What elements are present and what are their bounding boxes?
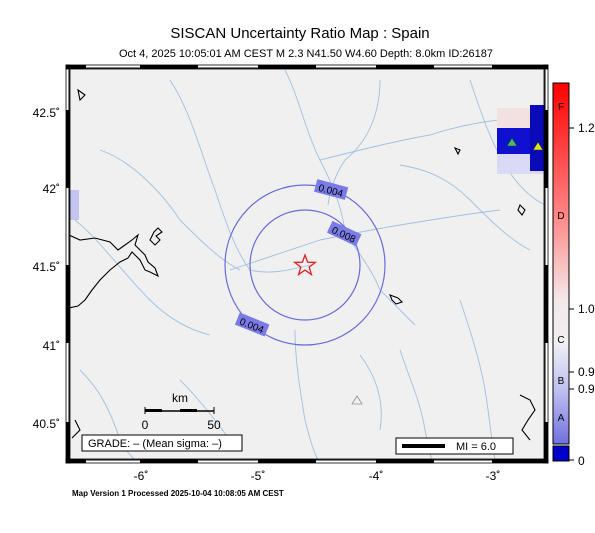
colorbar-tick: 1.0 xyxy=(578,302,595,316)
event-subtitle: Oct 4, 2025 10:05:01 AM CEST M 2.3 N41.5… xyxy=(119,48,493,60)
lon-label: -3˚ xyxy=(486,469,501,483)
colorbar-letter: F xyxy=(558,102,564,113)
colorbar: F D C B A 1.2 1.0 0.9 0.9 0 xyxy=(552,82,595,468)
scale-end: 50 xyxy=(207,418,221,432)
mi-text: MI = 6.0 xyxy=(456,441,496,453)
grid-cell xyxy=(530,105,545,171)
grade-box: GRADE: – (Mean sigma: –) xyxy=(81,434,243,452)
colorbar-letter: C xyxy=(557,335,564,346)
mi-legend: MI = 6.0 xyxy=(395,437,514,455)
grade-text: GRADE: – (Mean sigma: –) xyxy=(88,438,222,450)
coastline xyxy=(69,88,536,441)
scale-start: 0 xyxy=(142,418,149,432)
colorbar-tick: 0.9 xyxy=(578,382,595,396)
contour-outer xyxy=(224,184,386,346)
lat-label: 40.5˚ xyxy=(33,417,60,431)
lat-label: 41˚ xyxy=(43,339,60,353)
lon-label: -6˚ xyxy=(134,469,149,483)
map-area xyxy=(69,68,545,460)
station-triangle-icon xyxy=(532,141,544,151)
scale-unit: km xyxy=(172,391,188,405)
colorbar-tick: 0 xyxy=(578,454,585,468)
colorbar-letter: A xyxy=(558,413,565,424)
grid-cell xyxy=(69,190,79,220)
colorbar-letter: B xyxy=(558,376,565,387)
lon-label: -5˚ xyxy=(251,469,266,483)
lat-label: 42˚ xyxy=(43,182,60,196)
lon-label: -4˚ xyxy=(369,469,384,483)
epicenter-star-icon xyxy=(292,253,318,277)
scale-bar: km 0 50 xyxy=(142,391,221,432)
colorbar-letter: D xyxy=(557,211,564,222)
footer-version: Map Version 1 Processed 2025-10-04 10:08… xyxy=(72,489,284,498)
station-triangle-icon xyxy=(506,137,518,147)
contour-inner xyxy=(249,209,361,321)
colorbar-tick: 0.9 xyxy=(578,365,595,379)
lat-label: 42.5˚ xyxy=(33,106,60,120)
station-triangle-icon xyxy=(351,395,363,405)
map-title: SISCAN Uncertainty Ratio Map : Spain xyxy=(170,25,429,42)
lat-label: 41.5˚ xyxy=(33,260,60,274)
colorbar-tick: 1.2 xyxy=(578,121,595,135)
frame-ticks xyxy=(65,64,549,464)
